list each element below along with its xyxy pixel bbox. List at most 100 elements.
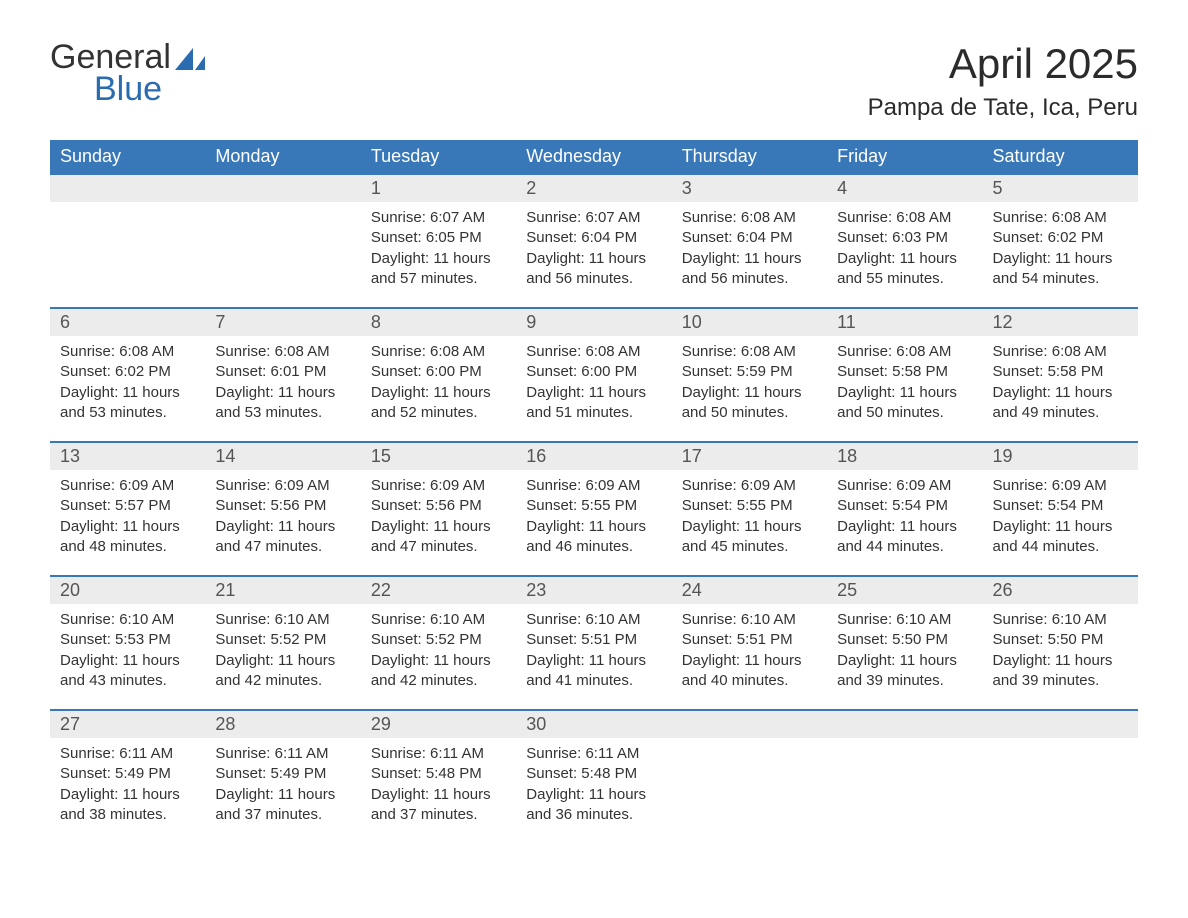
day-number-empty — [672, 711, 827, 738]
daylight-line: Daylight: 11 hours and 42 minutes. — [215, 651, 350, 692]
calendar-cell: 3Sunrise: 6:08 AMSunset: 6:04 PMDaylight… — [672, 174, 827, 308]
day-data: Sunrise: 6:11 AMSunset: 5:48 PMDaylight:… — [361, 738, 516, 825]
sunrise-line: Sunrise: 6:09 AM — [215, 476, 350, 496]
day-number-empty — [205, 175, 360, 202]
calendar-cell: 25Sunrise: 6:10 AMSunset: 5:50 PMDayligh… — [827, 576, 982, 710]
sunrise-line: Sunrise: 6:10 AM — [60, 610, 195, 630]
day-data: Sunrise: 6:08 AMSunset: 6:04 PMDaylight:… — [672, 202, 827, 289]
calendar-cell: 16Sunrise: 6:09 AMSunset: 5:55 PMDayligh… — [516, 442, 671, 576]
calendar-cell: 22Sunrise: 6:10 AMSunset: 5:52 PMDayligh… — [361, 576, 516, 710]
calendar-cell: 20Sunrise: 6:10 AMSunset: 5:53 PMDayligh… — [50, 576, 205, 710]
calendar-week-row: 20Sunrise: 6:10 AMSunset: 5:53 PMDayligh… — [50, 576, 1138, 710]
day-number-empty — [983, 711, 1138, 738]
sunset-line: Sunset: 6:01 PM — [215, 362, 350, 382]
day-number: 8 — [361, 309, 516, 336]
sunrise-line: Sunrise: 6:08 AM — [682, 208, 817, 228]
location-subtitle: Pampa de Tate, Ica, Peru — [868, 94, 1138, 122]
sunrise-line: Sunrise: 6:11 AM — [526, 744, 661, 764]
sunset-line: Sunset: 5:51 PM — [682, 630, 817, 650]
day-number: 11 — [827, 309, 982, 336]
sunset-line: Sunset: 6:02 PM — [993, 228, 1128, 248]
day-number: 17 — [672, 443, 827, 470]
sunset-line: Sunset: 5:51 PM — [526, 630, 661, 650]
daylight-line: Daylight: 11 hours and 45 minutes. — [682, 517, 817, 558]
calendar-cell: 4Sunrise: 6:08 AMSunset: 6:03 PMDaylight… — [827, 174, 982, 308]
header: General Blue April 2025 Pampa de Tate, I… — [50, 40, 1138, 122]
sunrise-line: Sunrise: 6:08 AM — [60, 342, 195, 362]
sunset-line: Sunset: 6:03 PM — [837, 228, 972, 248]
weekday-header: Tuesday — [361, 140, 516, 174]
sunrise-line: Sunrise: 6:11 AM — [215, 744, 350, 764]
day-number: 21 — [205, 577, 360, 604]
weekday-header: Wednesday — [516, 140, 671, 174]
sunrise-line: Sunrise: 6:09 AM — [371, 476, 506, 496]
day-data: Sunrise: 6:10 AMSunset: 5:50 PMDaylight:… — [827, 604, 982, 691]
sunrise-line: Sunrise: 6:08 AM — [993, 342, 1128, 362]
daylight-line: Daylight: 11 hours and 41 minutes. — [526, 651, 661, 692]
calendar-cell: 10Sunrise: 6:08 AMSunset: 5:59 PMDayligh… — [672, 308, 827, 442]
daylight-line: Daylight: 11 hours and 38 minutes. — [60, 785, 195, 826]
calendar-week-row: 13Sunrise: 6:09 AMSunset: 5:57 PMDayligh… — [50, 442, 1138, 576]
day-number: 4 — [827, 175, 982, 202]
daylight-line: Daylight: 11 hours and 37 minutes. — [215, 785, 350, 826]
sunrise-line: Sunrise: 6:09 AM — [526, 476, 661, 496]
day-data: Sunrise: 6:08 AMSunset: 6:03 PMDaylight:… — [827, 202, 982, 289]
daylight-line: Daylight: 11 hours and 44 minutes. — [993, 517, 1128, 558]
calendar-table: SundayMondayTuesdayWednesdayThursdayFrid… — [50, 140, 1138, 843]
logo: General Blue — [50, 40, 205, 107]
page-title: April 2025 — [868, 40, 1138, 88]
sunset-line: Sunset: 6:05 PM — [371, 228, 506, 248]
calendar-cell: 28Sunrise: 6:11 AMSunset: 5:49 PMDayligh… — [205, 710, 360, 843]
calendar-cell: 29Sunrise: 6:11 AMSunset: 5:48 PMDayligh… — [361, 710, 516, 843]
sunset-line: Sunset: 5:56 PM — [215, 496, 350, 516]
sunrise-line: Sunrise: 6:10 AM — [993, 610, 1128, 630]
sunrise-line: Sunrise: 6:08 AM — [371, 342, 506, 362]
calendar-cell: 19Sunrise: 6:09 AMSunset: 5:54 PMDayligh… — [983, 442, 1138, 576]
weekday-header: Sunday — [50, 140, 205, 174]
daylight-line: Daylight: 11 hours and 42 minutes. — [371, 651, 506, 692]
day-data: Sunrise: 6:08 AMSunset: 5:59 PMDaylight:… — [672, 336, 827, 423]
daylight-line: Daylight: 11 hours and 37 minutes. — [371, 785, 506, 826]
calendar-cell: 18Sunrise: 6:09 AMSunset: 5:54 PMDayligh… — [827, 442, 982, 576]
sunset-line: Sunset: 6:04 PM — [526, 228, 661, 248]
sunset-line: Sunset: 5:58 PM — [837, 362, 972, 382]
sunset-line: Sunset: 5:49 PM — [215, 764, 350, 784]
calendar-cell: 1Sunrise: 6:07 AMSunset: 6:05 PMDaylight… — [361, 174, 516, 308]
daylight-line: Daylight: 11 hours and 44 minutes. — [837, 517, 972, 558]
daylight-line: Daylight: 11 hours and 40 minutes. — [682, 651, 817, 692]
day-data: Sunrise: 6:07 AMSunset: 6:05 PMDaylight:… — [361, 202, 516, 289]
day-number: 1 — [361, 175, 516, 202]
calendar-cell — [827, 710, 982, 843]
calendar-cell: 6Sunrise: 6:08 AMSunset: 6:02 PMDaylight… — [50, 308, 205, 442]
sunset-line: Sunset: 5:56 PM — [371, 496, 506, 516]
day-number: 3 — [672, 175, 827, 202]
sunset-line: Sunset: 5:59 PM — [682, 362, 817, 382]
weekday-header: Friday — [827, 140, 982, 174]
logo-sail-icon — [175, 48, 205, 70]
day-number: 16 — [516, 443, 671, 470]
daylight-line: Daylight: 11 hours and 53 minutes. — [215, 383, 350, 424]
sunset-line: Sunset: 5:52 PM — [215, 630, 350, 650]
day-data: Sunrise: 6:11 AMSunset: 5:48 PMDaylight:… — [516, 738, 671, 825]
day-data: Sunrise: 6:09 AMSunset: 5:56 PMDaylight:… — [205, 470, 360, 557]
sunrise-line: Sunrise: 6:08 AM — [526, 342, 661, 362]
daylight-line: Daylight: 11 hours and 39 minutes. — [837, 651, 972, 692]
day-number: 6 — [50, 309, 205, 336]
calendar-cell: 24Sunrise: 6:10 AMSunset: 5:51 PMDayligh… — [672, 576, 827, 710]
day-data: Sunrise: 6:09 AMSunset: 5:56 PMDaylight:… — [361, 470, 516, 557]
logo-text: General Blue — [50, 40, 171, 107]
day-data: Sunrise: 6:10 AMSunset: 5:53 PMDaylight:… — [50, 604, 205, 691]
sunset-line: Sunset: 5:50 PM — [993, 630, 1128, 650]
sunrise-line: Sunrise: 6:11 AM — [371, 744, 506, 764]
day-data: Sunrise: 6:09 AMSunset: 5:54 PMDaylight:… — [827, 470, 982, 557]
sunset-line: Sunset: 6:00 PM — [371, 362, 506, 382]
day-data: Sunrise: 6:10 AMSunset: 5:51 PMDaylight:… — [672, 604, 827, 691]
sunset-line: Sunset: 5:57 PM — [60, 496, 195, 516]
sunrise-line: Sunrise: 6:08 AM — [682, 342, 817, 362]
daylight-line: Daylight: 11 hours and 49 minutes. — [993, 383, 1128, 424]
sunset-line: Sunset: 6:04 PM — [682, 228, 817, 248]
weekday-header: Saturday — [983, 140, 1138, 174]
day-number: 30 — [516, 711, 671, 738]
calendar-week-row: 27Sunrise: 6:11 AMSunset: 5:49 PMDayligh… — [50, 710, 1138, 843]
sunset-line: Sunset: 6:00 PM — [526, 362, 661, 382]
